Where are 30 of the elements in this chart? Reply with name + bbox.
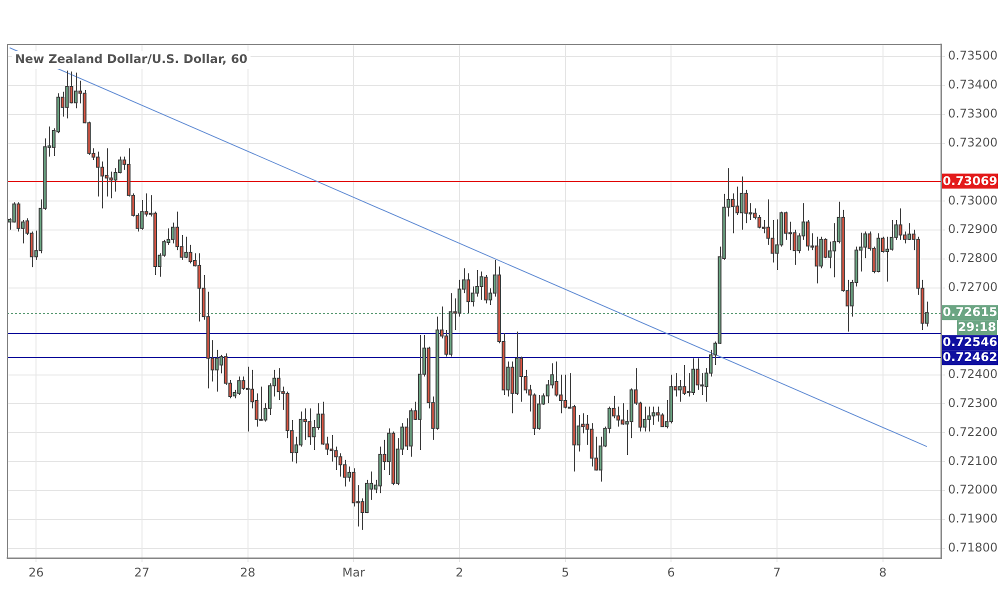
ref-line-label: 0.73069: [942, 174, 998, 188]
y-tick-label: 0.73400: [948, 78, 998, 92]
x-tick-label: 26: [28, 565, 44, 580]
y-tick-label: 0.72900: [948, 222, 998, 236]
x-tick-label: 5: [561, 565, 570, 580]
y-tick-label: 0.72800: [948, 251, 998, 266]
y-tick-label: 0.72100: [948, 454, 998, 468]
x-tick-label: Mar: [342, 565, 365, 580]
x-tick-label: 8: [878, 565, 887, 580]
text: New Zealand Dollar/U.S. Dollar, 60: [15, 52, 248, 66]
ref-line-label: 0.72546: [942, 335, 998, 350]
y-tick-label: 0.73200: [948, 135, 998, 150]
x-tick-label: 6: [667, 565, 675, 580]
y-tick-label: 0.72400: [948, 366, 998, 381]
y-tick-label: 0.72300: [948, 396, 998, 410]
y-tick-label: 0.71800: [948, 540, 998, 555]
x-tick-label: 28: [240, 565, 256, 580]
y-tick-label: 0.73300: [948, 106, 998, 120]
y-tick-label: 0.72700: [948, 280, 998, 294]
y-tick-label: 0.71900: [948, 512, 998, 526]
y-tick-label: 0.72000: [948, 482, 998, 497]
ref-line-label: 0.72615: [942, 305, 998, 320]
text: 29:18: [958, 320, 996, 334]
y-tick-label: 0.73500: [948, 48, 998, 63]
x-tick-label: 2: [456, 565, 464, 580]
x-tick-label: 27: [134, 565, 150, 580]
ref-line-label: 0.72462: [942, 350, 998, 364]
x-tick-label: 7: [773, 565, 781, 580]
y-tick-label: 0.73000: [948, 193, 998, 208]
y-tick-label: 0.72200: [948, 424, 998, 439]
